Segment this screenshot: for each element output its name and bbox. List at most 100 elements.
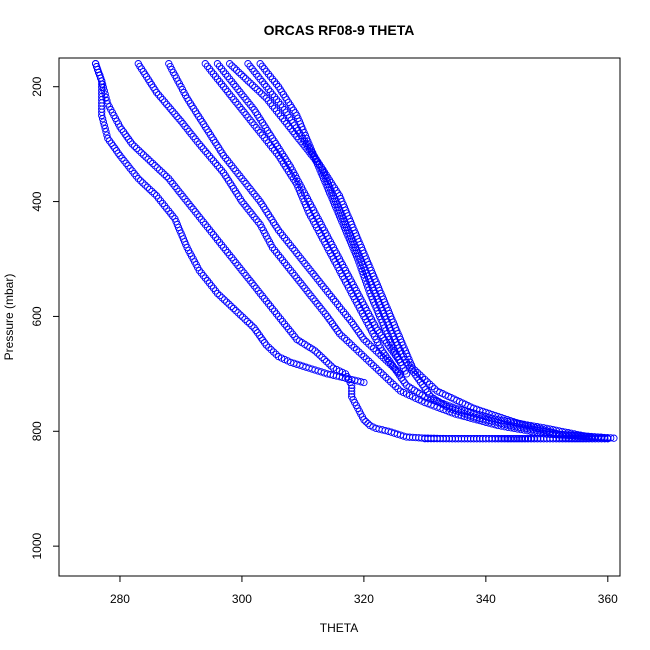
data-point [126,164,134,173]
data-point [187,130,195,138]
data-point [260,134,268,142]
data-point [328,320,337,328]
data-point [199,145,207,153]
data-point [217,241,226,249]
data-point [321,285,329,293]
data-point [126,138,135,146]
data-point [207,228,216,236]
data-point [378,347,386,355]
data-point [374,366,383,375]
data-point [159,95,167,104]
x-tick-label: 320 [354,592,374,606]
data-point [259,336,267,344]
data-point [305,289,313,298]
data-point [256,60,264,68]
data-point [130,169,138,178]
data-point [325,360,333,368]
data-point [234,85,242,93]
data-point [430,385,439,393]
data-point [234,100,242,109]
data-point [311,347,319,355]
data-point [226,90,234,99]
data-point [360,274,369,282]
data-point [392,366,400,375]
data-point [365,340,373,348]
data-point [252,123,260,132]
data-point [416,371,424,379]
data-point [234,169,242,178]
series-2 [134,60,612,442]
data-point [332,325,340,333]
data-point [207,154,216,163]
data-point [422,385,430,394]
data-point [352,346,361,354]
data-point [150,190,158,198]
data-point [229,304,238,313]
data-point [154,91,163,99]
y-axis: 200 400 600 800 1000 [30,76,59,559]
data-point [418,373,427,381]
data-point [360,352,368,361]
data-point [244,182,252,190]
data-point [357,264,365,273]
data-point [391,382,400,391]
data-point [169,107,177,116]
data-point [243,317,251,326]
data-point [362,355,370,363]
data-point [357,378,365,386]
data-point [318,353,326,361]
data-point [274,98,283,106]
data-point [272,107,281,115]
data-point [372,364,380,372]
data-point [320,355,328,364]
data-point [295,252,303,260]
data-point [348,318,356,326]
data-point [280,234,289,242]
data-point [163,100,171,109]
data-point [143,183,152,191]
data-point [154,194,163,203]
data-point [264,70,273,78]
data-point [285,325,293,333]
data-point [260,294,268,303]
data-point [253,85,261,94]
data-point [201,274,209,282]
x-tick-label: 360 [598,592,618,606]
data-point [274,251,283,259]
data-point [158,168,166,176]
data-point [384,375,392,384]
data-point [358,333,366,341]
data-point [272,310,281,318]
data-point [256,289,264,298]
data-point [379,371,388,379]
data-point [348,341,356,349]
data-point [317,280,325,288]
data-point [242,75,250,83]
data-point [350,343,358,352]
data-point [305,264,313,273]
data-point [268,243,277,252]
data-point [383,354,392,362]
data-point [191,208,199,216]
data-point [203,277,212,285]
data-point [317,305,325,313]
series-0 [91,60,612,443]
data-point [262,341,270,349]
data-point [254,218,262,226]
data-point [193,210,201,218]
data-point [262,297,270,305]
data-point [213,289,222,298]
data-point [185,127,193,136]
data-point [335,330,344,338]
data-point [250,67,258,76]
data-point [118,125,126,134]
data-point [358,267,366,276]
data-point [327,362,335,370]
data-point [349,320,358,329]
data-point [276,315,285,323]
data-point [345,339,353,347]
data-point [264,85,273,93]
data-point [133,144,141,153]
data-point [232,307,240,315]
data-point [264,300,273,308]
